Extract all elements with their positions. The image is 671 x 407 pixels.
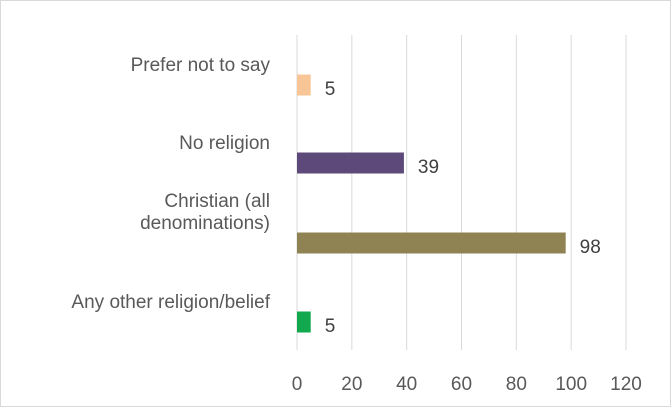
category-label: Prefer not to say xyxy=(131,55,271,76)
bar xyxy=(297,74,311,96)
data-label: 5 xyxy=(325,79,336,100)
data-label: 5 xyxy=(325,316,336,337)
category-label: Any other religion/belief xyxy=(71,292,270,313)
bar xyxy=(297,311,311,333)
data-label: 39 xyxy=(418,157,439,178)
x-tick-label: 20 xyxy=(341,374,362,395)
x-tick-label: 60 xyxy=(451,374,472,395)
category-label: No religion xyxy=(179,133,270,154)
x-tick-label: 120 xyxy=(610,374,642,395)
data-label: 98 xyxy=(580,237,601,258)
x-tick-label: 0 xyxy=(292,374,303,395)
x-tick-label: 40 xyxy=(396,374,417,395)
category-label: Christian (all xyxy=(164,191,270,212)
x-tick-label: 80 xyxy=(506,374,527,395)
bar xyxy=(297,152,404,174)
category-label: denominations) xyxy=(140,213,270,234)
bar xyxy=(297,232,566,254)
x-tick-label: 100 xyxy=(555,374,587,395)
